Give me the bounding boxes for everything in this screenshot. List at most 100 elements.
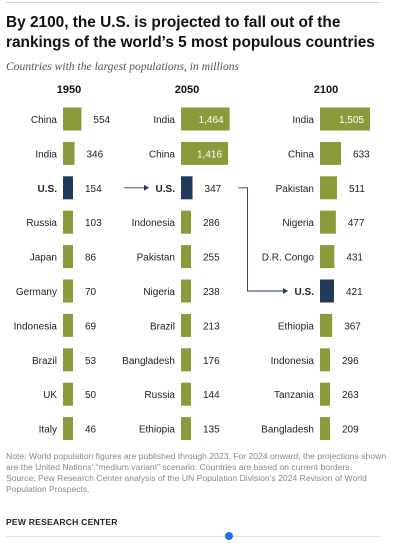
connector-arrow-2050-2100 — [238, 187, 284, 292]
value-label-bangladesh-2100: 209 — [342, 425, 359, 436]
value-label-pakistan-2100: 511 — [349, 184, 365, 195]
country-label-ethiopia-2050: Ethiopia — [139, 425, 176, 436]
bar-russia-2050 — [181, 382, 191, 406]
value-label-u-s-2050: 347 — [205, 184, 222, 195]
bar-tanzania-2100 — [320, 382, 330, 406]
chart-title: By 2100, the U.S. is projected to fall o… — [6, 14, 375, 51]
value-label-india-2050: 1,464 — [199, 115, 224, 126]
value-label-china-2050: 1,416 — [197, 149, 222, 160]
value-label-brazil-2050: 213 — [203, 321, 220, 332]
value-label-russia-1950: 103 — [85, 218, 102, 229]
bar-d-r-congo-2100 — [320, 245, 335, 269]
country-label-italy-1950: Italy — [39, 425, 57, 436]
country-label-d-r-congo-2100: D.R. Congo — [262, 253, 315, 264]
value-label-indonesia-1950: 69 — [85, 321, 97, 332]
value-label-nigeria-2100: 477 — [348, 218, 365, 229]
country-label-u-s-1950: U.S. — [38, 184, 58, 195]
bar-nigeria-2050 — [181, 279, 191, 303]
bar-brazil-1950 — [63, 348, 73, 372]
source-text: Source: Pew Research Center analysis of … — [6, 473, 367, 494]
value-label-d-r-congo-2100: 431 — [346, 253, 363, 264]
country-label-japan-1950: Japan — [30, 253, 57, 264]
value-label-u-s-1950: 154 — [85, 184, 102, 195]
bar-uk-1950 — [63, 382, 73, 406]
bar-china-2100 — [320, 141, 342, 165]
bar-pakistan-2050 — [181, 245, 191, 269]
bar-indonesia-2100 — [320, 348, 330, 372]
value-label-brazil-1950: 53 — [85, 356, 97, 367]
country-label-u-s-2050: U.S. — [156, 184, 176, 195]
value-label-bangladesh-2050: 176 — [203, 356, 220, 367]
chart-subtitle: Countries with the largest populations, … — [6, 60, 240, 73]
bar-u-s-2100 — [320, 279, 334, 303]
country-label-bangladesh-2100: Bangladesh — [261, 425, 314, 436]
value-label-indonesia-2100: 296 — [342, 356, 359, 367]
bar-u-s-2050 — [181, 176, 193, 200]
country-label-china-2100: China — [288, 149, 315, 160]
country-label-germany-1950: Germany — [16, 287, 57, 298]
bar-ethiopia-2100 — [320, 313, 333, 337]
country-label-u-s-2100: U.S. — [295, 287, 315, 298]
footnote: Note: World population figures are publi… — [6, 451, 390, 495]
year-label-2050: 2050 — [175, 84, 199, 96]
country-label-china-2050: China — [149, 149, 176, 160]
value-label-italy-1950: 46 — [85, 425, 97, 436]
value-label-nigeria-2050: 238 — [203, 287, 220, 298]
year-label-2100: 2100 — [314, 84, 338, 96]
value-label-uk-1950: 50 — [85, 390, 97, 401]
country-label-brazil-1950: Brazil — [32, 356, 57, 367]
header-rule — [6, 2, 380, 3]
value-label-japan-1950: 86 — [85, 253, 97, 264]
country-label-china-1950: China — [31, 115, 58, 126]
scroll-handle[interactable] — [225, 532, 233, 540]
bar-russia-1950 — [63, 210, 73, 234]
country-label-brazil-2050: Brazil — [150, 321, 175, 332]
country-label-nigeria-2100: Nigeria — [282, 218, 314, 229]
country-label-pakistan-2100: Pakistan — [276, 184, 314, 195]
value-label-ethiopia-2100: 367 — [344, 321, 361, 332]
country-label-uk-1950: UK — [43, 390, 57, 401]
bar-india-2100 — [320, 107, 370, 131]
value-label-china-2100: 633 — [353, 149, 370, 160]
country-label-russia-1950: Russia — [26, 218, 57, 229]
bar-pakistan-2100 — [320, 176, 337, 200]
bar-nigeria-2100 — [320, 210, 336, 234]
country-label-bangladesh-2050: Bangladesh — [122, 356, 175, 367]
value-label-tanzania-2100: 263 — [342, 390, 359, 401]
note-text: Note: World population figures are publi… — [6, 451, 387, 472]
bar-indonesia-2050 — [181, 210, 191, 234]
country-label-indonesia-2100: Indonesia — [271, 356, 315, 367]
footer-rule — [6, 536, 380, 537]
bar-u-s-1950 — [63, 176, 73, 200]
bar-brazil-2050 — [181, 313, 191, 337]
bar-ethiopia-2050 — [181, 417, 191, 440]
year-label-1950: 1950 — [57, 84, 81, 96]
bar-germany-1950 — [63, 279, 73, 303]
country-label-pakistan-2050: Pakistan — [137, 253, 175, 264]
value-label-germany-1950: 70 — [85, 287, 97, 298]
bar-bangladesh-2050 — [181, 348, 191, 372]
country-label-india-2050: India — [153, 115, 175, 126]
country-label-indonesia-2050: Indonesia — [132, 218, 176, 229]
country-label-indonesia-1950: Indonesia — [14, 321, 58, 332]
value-label-russia-2050: 144 — [203, 390, 220, 401]
country-label-india-2100: India — [292, 115, 314, 126]
value-label-indonesia-2050: 286 — [203, 218, 220, 229]
country-label-russia-2050: Russia — [144, 390, 175, 401]
bar-china-2050 — [181, 141, 229, 165]
bar-india-1950 — [63, 141, 75, 165]
value-label-china-1950: 554 — [93, 115, 110, 126]
arrowhead-1950-2050 — [144, 184, 149, 191]
country-label-india-1950: India — [35, 149, 57, 160]
value-label-india-2100: 1,505 — [339, 115, 364, 126]
bar-bangladesh-2100 — [320, 417, 330, 440]
value-label-ethiopia-2050: 135 — [203, 425, 220, 436]
value-label-india-1950: 346 — [86, 149, 103, 160]
bar-india-2050 — [181, 107, 230, 131]
country-label-tanzania-2100: Tanzania — [274, 390, 314, 401]
arrowhead-2050-2100 — [283, 288, 288, 294]
value-label-pakistan-2050: 255 — [203, 253, 220, 264]
country-label-ethiopia-2100: Ethiopia — [278, 321, 315, 332]
bar-japan-1950 — [63, 245, 73, 269]
bar-china-1950 — [63, 107, 82, 131]
